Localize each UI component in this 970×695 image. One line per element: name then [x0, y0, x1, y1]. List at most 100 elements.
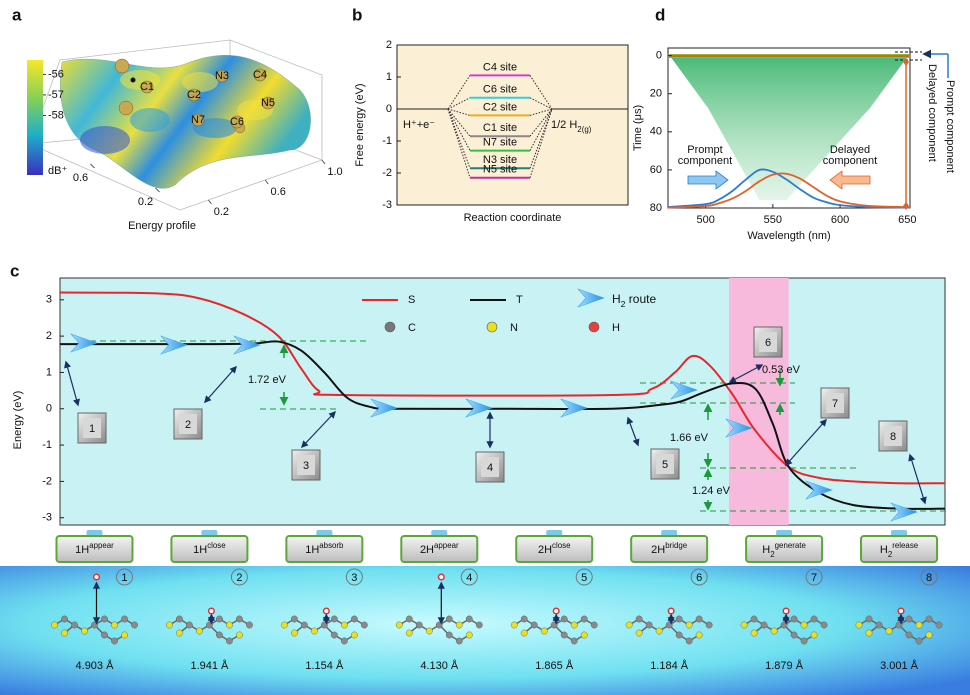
route-arrow	[70, 333, 98, 353]
label-part: H	[762, 544, 770, 556]
energy-annotation: 1.24 eV	[692, 485, 731, 497]
connector	[447, 75, 553, 110]
atom	[415, 621, 423, 629]
distance-label: 4.130 Å	[420, 659, 459, 672]
y-tick-label: 40	[650, 126, 662, 138]
atom	[290, 615, 298, 623]
pointer	[301, 410, 336, 449]
molecule	[510, 607, 598, 645]
atom	[101, 631, 108, 639]
atom	[226, 637, 233, 645]
route-arrow	[370, 398, 398, 418]
atom	[61, 615, 68, 623]
category-button	[285, 535, 364, 563]
molecule	[166, 607, 253, 645]
component-annotation: component	[678, 155, 732, 167]
panel-letter: a	[12, 5, 22, 24]
route-arrow	[560, 398, 588, 418]
label-part: 1/2 H	[551, 119, 577, 131]
atom	[131, 621, 138, 629]
connector	[447, 97, 553, 110]
legend-label: T	[516, 294, 523, 306]
label-part: release	[892, 541, 919, 550]
atom	[395, 621, 403, 629]
x-tick-label: 500	[696, 214, 714, 226]
atom	[675, 615, 683, 623]
structure-number: 6	[696, 572, 702, 584]
site-label: N7	[191, 114, 205, 126]
pointer	[204, 365, 237, 404]
molecule	[740, 607, 828, 645]
x-tick-label: 1.0	[327, 166, 342, 178]
y-tick-label: 0.6	[73, 172, 88, 184]
atom	[330, 615, 338, 623]
atom	[770, 627, 778, 635]
energy-curve	[59, 291, 946, 485]
x-tick-label: 650	[898, 214, 916, 226]
distance-label: 3.001 Å	[880, 659, 919, 672]
atom	[246, 621, 253, 629]
label-part: 1H	[193, 544, 207, 556]
atom	[790, 615, 798, 623]
atom	[800, 637, 808, 645]
level-label: C6 site	[483, 84, 517, 96]
site-atom	[215, 69, 229, 83]
legend-atom	[384, 321, 396, 333]
atom	[580, 631, 588, 639]
atom	[560, 631, 568, 639]
label-part: route	[625, 292, 656, 306]
connector	[447, 108, 553, 116]
x-tick-label: 600	[831, 214, 849, 226]
step-label: 6	[765, 337, 771, 349]
atom	[655, 627, 663, 635]
atom	[425, 627, 433, 635]
atom	[405, 615, 413, 623]
distance-label: 1.865 Å	[535, 659, 574, 672]
h-atom	[552, 607, 560, 615]
surface-patch	[80, 126, 130, 154]
rich-label: 1Hclose	[193, 541, 226, 556]
atom	[865, 629, 873, 637]
label-part: bridge	[665, 541, 688, 550]
atom	[280, 621, 288, 629]
atom	[925, 631, 933, 639]
distance-label: 1.154 Å	[305, 659, 344, 672]
step-box-face	[826, 393, 844, 413]
atom	[166, 621, 173, 629]
atom	[750, 615, 758, 623]
label-part: appear	[434, 541, 459, 550]
site-label: N5	[261, 97, 275, 109]
site-atom	[187, 88, 201, 102]
x-tick-label: 0.6	[271, 186, 286, 198]
atom	[405, 629, 413, 637]
x-tick	[264, 179, 269, 185]
heat-cloud	[670, 56, 908, 200]
level-label: N7 site	[483, 137, 517, 149]
atom	[760, 621, 768, 629]
label-part: close	[552, 541, 571, 550]
atom	[330, 631, 338, 639]
category-button	[170, 535, 249, 563]
rich-label: H2 route	[612, 292, 656, 309]
molecule	[51, 573, 138, 645]
structure-number-ring	[920, 568, 938, 586]
structure-number: 2	[236, 572, 242, 584]
y-tick	[90, 163, 95, 169]
label-part: 2	[621, 299, 626, 309]
route-arrow	[465, 398, 493, 418]
rich-label: 1Happear	[75, 541, 114, 556]
x-tick-label: 0.2	[214, 206, 229, 218]
rich-label: 2Hclose	[538, 541, 571, 556]
energy-curve	[59, 340, 946, 510]
atom	[530, 621, 538, 629]
label-part: 2H	[651, 544, 665, 556]
atom	[695, 631, 703, 639]
atom	[176, 615, 183, 623]
level-label: N3 site	[483, 154, 517, 166]
atom	[111, 621, 118, 629]
level-label: C1 site	[483, 122, 517, 134]
step-box-face	[884, 426, 902, 446]
y-tick-label: 60	[650, 164, 662, 176]
level-label: C2 site	[483, 101, 517, 113]
